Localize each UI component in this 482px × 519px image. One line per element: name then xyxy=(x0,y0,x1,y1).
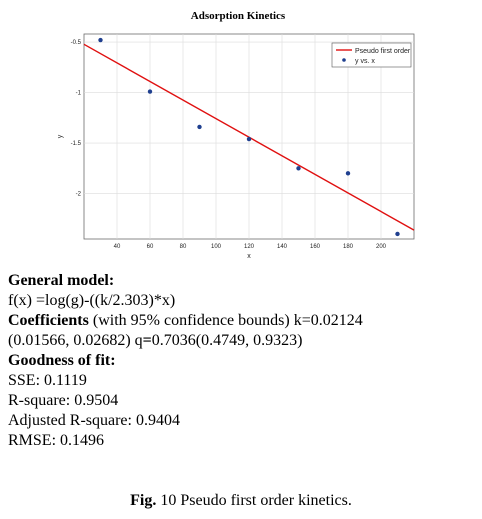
coefficients-heading: Coefficients xyxy=(8,312,89,329)
x-tick-label: 80 xyxy=(180,244,187,250)
grid xyxy=(84,34,414,239)
data-point xyxy=(197,124,202,130)
legend-box xyxy=(331,42,412,68)
y-tick-label: -0.5 xyxy=(71,40,82,46)
x-tick-label: 40 xyxy=(114,244,121,250)
data-point xyxy=(98,37,103,43)
y-tick-label: -1.5 xyxy=(71,141,82,147)
y-tick-label: -2 xyxy=(76,192,82,198)
data-point xyxy=(296,166,301,171)
coefficients-line-2: (0.01566, 0.02682) q=0.7036(0.4749, 0.93… xyxy=(8,331,478,351)
chart-figure: Adsorption Kinetics 40 60 80 100 120 140 160 18… xyxy=(57,10,415,260)
chart-title: Adsorption Kinetics xyxy=(191,10,286,22)
y-tick-label: -1 xyxy=(76,91,82,97)
y-axis-label: y xyxy=(57,134,64,138)
rmse-value: RMSE: 0.1496 xyxy=(8,432,105,449)
chart-svg: Adsorption Kinetics 40 60 80 100 120 140 160 18… xyxy=(57,10,415,260)
legend-entry-fit: Pseudo first order xyxy=(355,48,411,55)
coefficients-k-bounds: (0.01566, 0.02682) q xyxy=(8,332,143,349)
x-tick-label: 120 xyxy=(244,244,255,250)
goodness-heading: Goodness of fit: xyxy=(8,352,116,369)
caption-text: 10 Pseudo first order kinetics. xyxy=(156,492,352,509)
model-formula: f(x) =log(g)-((k/2.303)*x) xyxy=(8,292,176,309)
coefficients-k: (with 95% confidence bounds) k=0.02124 xyxy=(88,312,363,329)
x-tick-label: 60 xyxy=(147,244,154,250)
rsquare-value: R-square: 0.9504 xyxy=(8,392,119,409)
adj-rsquare-value: Adjusted R-square: 0.9404 xyxy=(8,412,180,429)
data-point xyxy=(147,89,153,94)
sse-value: SSE: 0.1119 xyxy=(8,372,87,389)
data-point xyxy=(395,231,400,237)
x-axis-label: x xyxy=(247,253,251,260)
coefficients-line-1: Coefficients (with 95% confidence bounds… xyxy=(8,311,478,331)
legend: Pseudo first order y vs. x xyxy=(331,42,412,68)
x-tick-label: 200 xyxy=(376,244,387,250)
caption-label: Fig. xyxy=(130,492,157,509)
x-tick-label: 100 xyxy=(211,244,222,250)
x-tick-label: 140 xyxy=(277,244,288,250)
series xyxy=(83,37,415,237)
x-tick-label: 160 xyxy=(310,244,321,250)
legend-entry-data: y vs. x xyxy=(355,58,375,65)
axis-ticks: 40 60 80 100 120 140 160 180 200 -0.5 -1 -1.5 -2 xyxy=(71,40,387,250)
data-point xyxy=(246,136,252,142)
general-model-heading: General model: xyxy=(8,272,115,289)
x-tick-label: 180 xyxy=(343,244,354,250)
coefficients-q: 0.7036(0.4749, 0.9323) xyxy=(151,332,303,349)
figure-caption: Fig. 10 Pseudo first order kinetics. xyxy=(0,491,482,511)
coefficients-equals: = xyxy=(142,332,152,349)
data-point xyxy=(345,171,351,176)
fit-statistics: General model: f(x) =log(g)-((k/2.303)*x… xyxy=(8,271,478,451)
legend-dot-swatch xyxy=(342,58,346,62)
